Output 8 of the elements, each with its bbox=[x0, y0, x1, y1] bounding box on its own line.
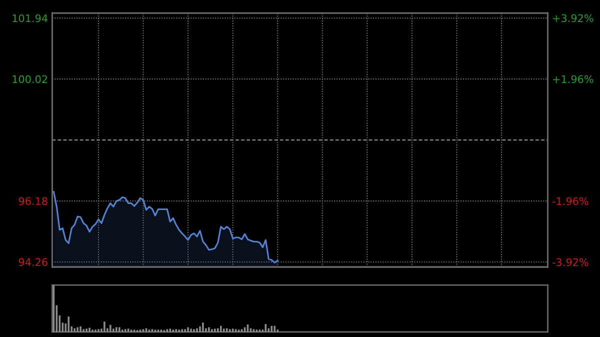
y-tick-label: 101.94 bbox=[12, 14, 48, 22]
y-tick-label: 96.18 bbox=[18, 197, 48, 206]
y2-tick-label: -1.96% bbox=[552, 197, 588, 206]
y-tick-label: 94.26 bbox=[18, 258, 48, 266]
y2-tick-label: +1.96% bbox=[553, 75, 594, 84]
y2-tick-label: -3.92% bbox=[552, 258, 588, 266]
y-tick-label: 100.02 bbox=[12, 75, 47, 84]
y2-tick-label: +3.92% bbox=[553, 14, 594, 22]
